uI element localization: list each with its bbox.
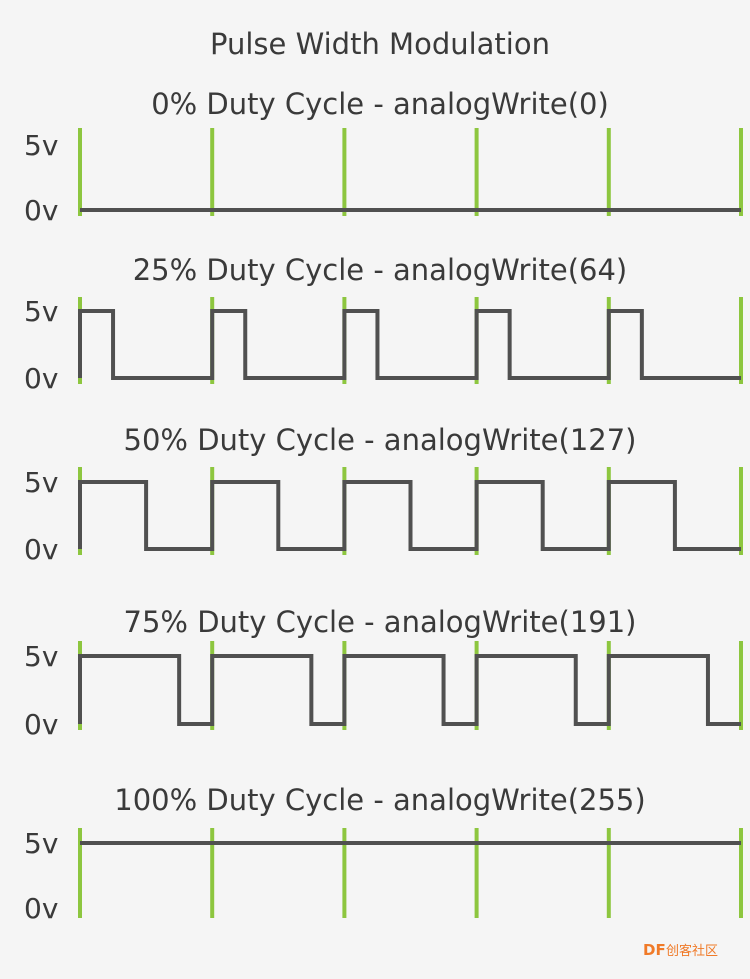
pwm-waveform xyxy=(78,480,741,551)
pwm-panel: 0% Duty Cycle - analogWrite(0) 5v 0v xyxy=(24,87,743,227)
label-0v: 0v xyxy=(24,362,58,395)
label-5v: 5v xyxy=(24,640,58,673)
watermark-brand: DF xyxy=(643,941,666,959)
figure-title: Pulse Width Modulation xyxy=(210,27,550,61)
pwm-panel: 50% Duty Cycle - analogWrite(127) 5v 0v xyxy=(24,423,743,566)
label-5v: 5v xyxy=(24,129,58,162)
label-0v: 0v xyxy=(24,708,58,741)
label-5v: 5v xyxy=(24,466,58,499)
panel-title: 0% Duty Cycle - analogWrite(0) xyxy=(151,87,609,121)
panel-title: 25% Duty Cycle - analogWrite(64) xyxy=(133,253,628,287)
label-0v: 0v xyxy=(24,892,58,925)
label-5v: 5v xyxy=(24,295,58,328)
pwm-panel: 75% Duty Cycle - analogWrite(191) 5v 0v xyxy=(24,605,743,741)
watermark: DF 创客社区 xyxy=(643,941,718,959)
panel-title: 75% Duty Cycle - analogWrite(191) xyxy=(124,605,637,639)
panel-title: 100% Duty Cycle - analogWrite(255) xyxy=(114,783,645,817)
label-0v: 0v xyxy=(24,533,58,566)
label-5v: 5v xyxy=(24,827,58,860)
label-0v: 0v xyxy=(24,194,58,227)
pwm-waveform xyxy=(78,309,741,380)
panel-title: 50% Duty Cycle - analogWrite(127) xyxy=(124,423,637,457)
pwm-panel: 25% Duty Cycle - analogWrite(64) 5v 0v xyxy=(24,253,743,395)
watermark-text: 创客社区 xyxy=(666,943,718,959)
pwm-waveform xyxy=(78,654,741,726)
pwm-panel: 100% Duty Cycle - analogWrite(255) 5v 0v xyxy=(24,783,743,925)
